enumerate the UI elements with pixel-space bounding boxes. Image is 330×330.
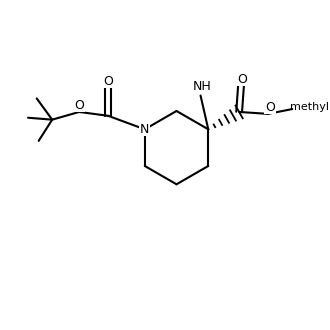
Text: N: N bbox=[140, 123, 149, 136]
Text: O: O bbox=[265, 101, 275, 114]
Text: O: O bbox=[103, 75, 113, 87]
Text: NH: NH bbox=[193, 81, 212, 93]
Text: methyl: methyl bbox=[290, 102, 329, 112]
Text: O: O bbox=[74, 99, 84, 112]
Text: O: O bbox=[237, 73, 247, 86]
